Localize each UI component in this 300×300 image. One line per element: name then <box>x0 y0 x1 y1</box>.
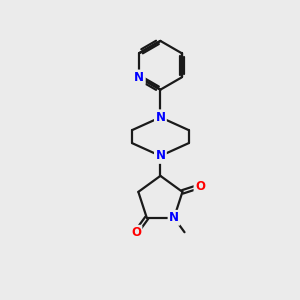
Text: O: O <box>195 180 205 193</box>
Text: N: N <box>155 149 165 162</box>
Text: O: O <box>131 226 141 239</box>
Text: N: N <box>169 211 179 224</box>
Text: N: N <box>155 111 165 124</box>
Text: N: N <box>134 71 144 84</box>
